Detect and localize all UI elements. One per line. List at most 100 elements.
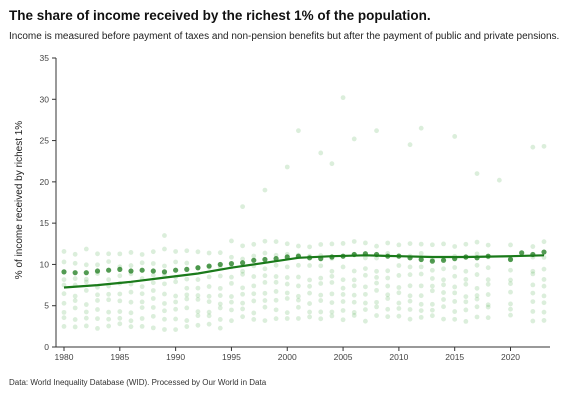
data-point (184, 296, 190, 302)
data-point (251, 241, 257, 247)
data-point (262, 250, 268, 256)
data-point (229, 274, 234, 280)
data-point (463, 241, 469, 247)
data-point (83, 279, 89, 285)
data-point (117, 309, 123, 314)
data-point (541, 309, 547, 315)
data-point (83, 323, 89, 329)
data-point (251, 283, 257, 289)
data-point (351, 277, 357, 283)
data-point (150, 280, 156, 286)
data-point (318, 292, 324, 298)
data-point (229, 299, 234, 305)
outlier-point (374, 128, 379, 134)
data-point (61, 259, 67, 265)
data-point (184, 260, 190, 266)
data-point (407, 298, 413, 304)
data-point (485, 302, 491, 308)
x-tick-label: 1980 (55, 352, 74, 362)
data-point (139, 305, 145, 311)
data-point (150, 261, 156, 266)
y-tick-label: 15 (40, 218, 50, 228)
data-point (329, 280, 335, 285)
data-point (217, 301, 223, 307)
data-point (452, 299, 458, 304)
data-point (83, 276, 89, 282)
data-point (351, 239, 357, 244)
data-point (463, 319, 469, 324)
data-point (418, 314, 424, 320)
data-point (217, 285, 223, 291)
data-point (452, 290, 458, 296)
data-point (273, 262, 279, 268)
data-point (206, 274, 212, 280)
data-point (240, 291, 246, 297)
data-point (318, 309, 324, 315)
data-point (128, 289, 134, 295)
data-point (296, 304, 301, 310)
highlight-point (83, 270, 89, 276)
outlier-point (351, 136, 357, 142)
data-point (329, 241, 335, 247)
data-point (452, 244, 458, 249)
data-point (329, 300, 335, 306)
data-point (262, 279, 268, 285)
data-point (307, 277, 312, 283)
data-point (374, 287, 379, 293)
outlier-point (329, 161, 335, 167)
data-point (61, 324, 67, 329)
data-point (262, 238, 268, 244)
data-point (418, 301, 424, 307)
outlier-point (452, 134, 458, 139)
data-point (441, 282, 446, 288)
data-point (374, 243, 379, 249)
data-point (162, 308, 167, 314)
data-point (139, 316, 145, 321)
x-tick-label: 2000 (278, 352, 297, 362)
data-point (474, 239, 480, 245)
data-point (485, 242, 491, 248)
data-point (251, 274, 257, 279)
data-point (173, 327, 179, 333)
data-point (72, 293, 78, 299)
data-point (95, 326, 100, 331)
data-point (184, 318, 190, 323)
data-point (262, 266, 268, 272)
data-point (117, 298, 123, 304)
highlight-point (184, 266, 190, 272)
data-point (340, 317, 346, 323)
data-point (106, 297, 112, 303)
data-point (374, 280, 379, 286)
data-point (374, 268, 379, 274)
highlight-point (206, 263, 212, 269)
data-point (508, 267, 513, 273)
data-point (284, 290, 290, 296)
data-point (329, 273, 335, 279)
data-point (374, 304, 379, 310)
y-axis-title: % of income received by richest 1% (14, 121, 25, 280)
data-point (463, 307, 469, 313)
data-point (162, 316, 167, 322)
data-point (229, 294, 234, 299)
highlight-point (150, 268, 156, 274)
data-point (508, 301, 513, 307)
data-point (240, 300, 246, 306)
data-point (284, 296, 290, 301)
data-point (296, 262, 301, 268)
data-point (162, 301, 167, 306)
data-point (262, 298, 268, 303)
data-point (217, 325, 223, 331)
data-point (407, 316, 413, 322)
data-point (217, 273, 223, 279)
highlight-point (61, 269, 67, 275)
data-point (83, 246, 89, 252)
data-point (296, 316, 301, 321)
data-point (206, 293, 212, 299)
data-point (485, 292, 491, 297)
highlight-point (251, 257, 257, 263)
data-point (184, 324, 190, 329)
highlight-point (541, 249, 547, 255)
data-point (508, 242, 513, 248)
highlight-point (217, 261, 223, 268)
data-point (251, 310, 257, 316)
